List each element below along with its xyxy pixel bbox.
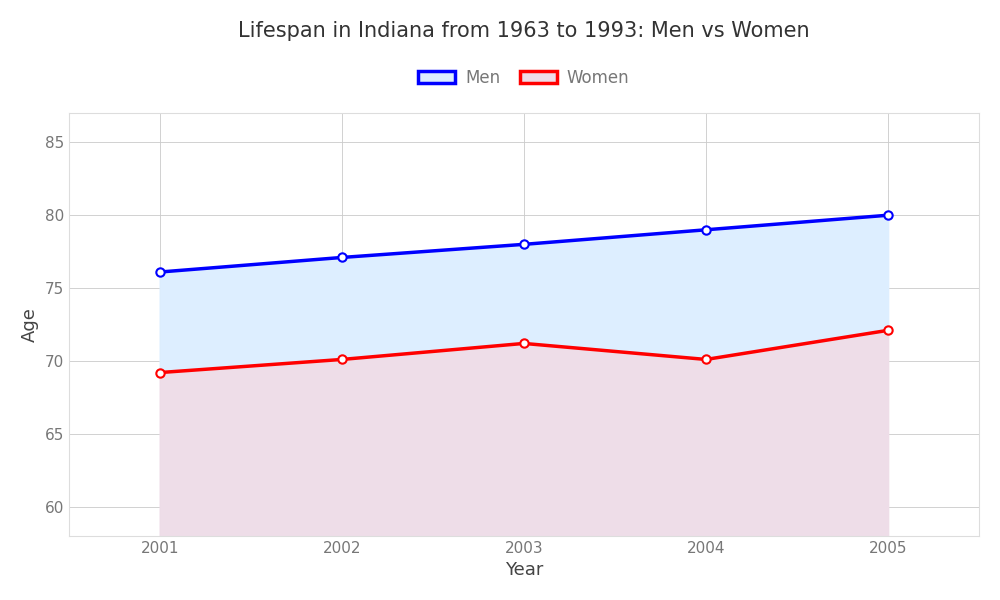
Title: Lifespan in Indiana from 1963 to 1993: Men vs Women: Lifespan in Indiana from 1963 to 1993: M… [238,21,810,41]
X-axis label: Year: Year [505,561,543,579]
Men [336,254,348,261]
Y-axis label: Age: Age [21,307,39,342]
Legend: Men, Women: Men, Women [412,62,636,94]
Women [882,327,894,334]
Women [518,340,530,347]
Men [700,226,712,233]
Men [518,241,530,248]
Women [154,369,166,376]
Line: Men: Men [156,211,892,276]
Men [154,268,166,275]
Women [336,356,348,363]
Men [882,212,894,219]
Women [700,356,712,363]
Line: Women: Women [156,326,892,377]
